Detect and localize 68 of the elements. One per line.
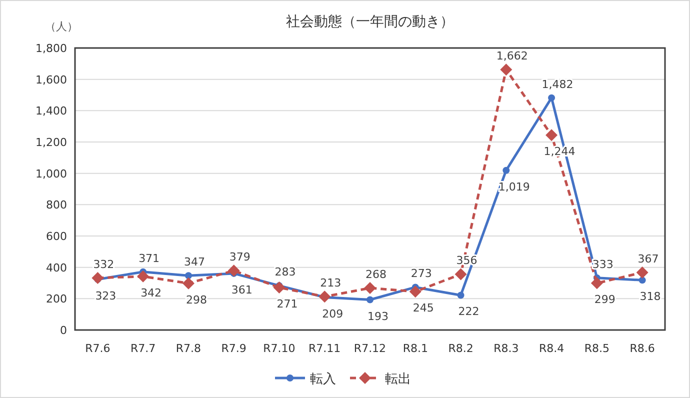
point [409,286,422,298]
x-tick-label: R8.4 [538,342,564,355]
chart-title: 社会動態（一年間の動き） [286,14,454,30]
x-tick-label: R7.10 [263,342,296,355]
data-label: 298 [186,293,207,306]
data-label: 379 [229,250,250,264]
data-label: 268 [366,268,386,282]
x-tick-label: R7.9 [221,342,246,355]
data-label: 1,662 [496,50,528,63]
data-label: 342 [140,286,162,300]
data-label: 367 [638,252,659,266]
point [454,268,467,280]
point [457,292,464,299]
y-tick-label: 1,400 [36,104,67,118]
y-tick-label: 0 [60,324,67,337]
point [590,277,603,290]
data-label: 332 [93,258,114,271]
y-tick-label: 1,800 [36,42,67,55]
x-tick-label: R8.6 [630,342,655,355]
x-tick-label: R8.1 [402,342,428,355]
point [273,282,286,294]
point [636,266,648,279]
data-label: 213 [320,276,342,290]
point [318,290,331,303]
x-tick-label: R8.5 [584,342,610,355]
point [500,64,512,76]
point [366,296,374,304]
data-label: 222 [458,305,480,318]
x-tick-label: R8.3 [494,342,519,355]
data-label: 323 [95,289,116,302]
x-tick-label: R8.2 [448,342,474,355]
y-tick-label: 1,000 [36,167,67,180]
point [137,270,150,282]
y-axis-title: （人） [45,20,78,33]
point [228,264,240,277]
data-label: 347 [184,256,205,269]
data-label: 271 [276,298,298,311]
data-label: 209 [322,307,344,320]
data-label: 371 [138,252,160,265]
x-tick-label: R7.6 [85,342,110,355]
x-tick-label: R7.8 [176,342,202,355]
data-label: 283 [274,266,296,279]
data-label: 299 [594,293,616,306]
legend-label: 転出 [385,372,411,387]
y-tick-label: 1,600 [36,73,67,86]
data-label: 193 [368,310,388,323]
y-tick-label: 800 [46,198,67,212]
data-label: 318 [640,290,661,304]
legend-label: 転入 [310,372,336,387]
y-tick-label: 400 [46,261,67,274]
data-label: 245 [412,302,434,315]
point [502,166,510,174]
y-tick-label: 600 [46,230,67,243]
x-tick-label: R7.12 [354,342,386,355]
data-label: 273 [410,267,432,280]
x-tick-label: R7.11 [308,342,341,355]
point [184,272,192,280]
data-label: 361 [231,283,252,296]
point [182,277,194,290]
data-label: 1,482 [542,78,574,91]
point [92,272,104,284]
point [548,94,556,102]
point [546,129,558,142]
x-tick-label: R7.7 [130,342,156,355]
y-tick-label: 200 [46,292,67,306]
point [638,276,646,284]
y-tick-label: 1,200 [36,136,67,149]
point [364,282,376,294]
